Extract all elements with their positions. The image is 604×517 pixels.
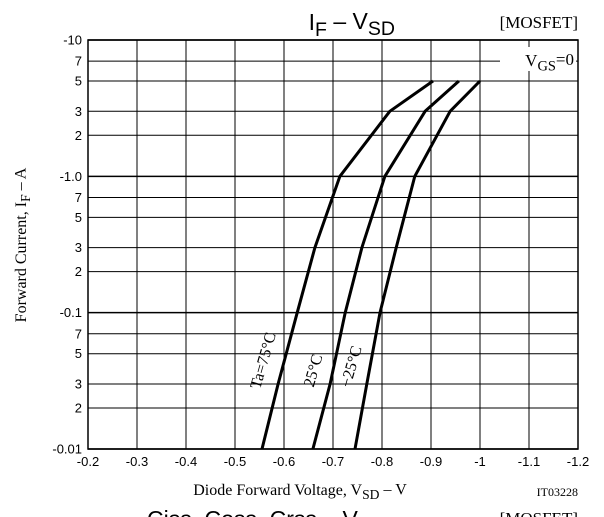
- series-label: Ta=75°C: [248, 331, 280, 391]
- text-part: Forward Current, I: [13, 202, 30, 322]
- next-section-title: Ciss, Coss, Crss – VDS: [147, 506, 385, 517]
- text-part: – V: [327, 8, 369, 34]
- x-tick-label: -0.5: [224, 454, 246, 469]
- grid: [87, 39, 579, 450]
- y-tick-label: 7: [75, 54, 82, 69]
- text-part: – A: [12, 167, 29, 194]
- curve: [353, 79, 482, 450]
- x-tick-label: -0.4: [175, 454, 197, 469]
- x-tick-label: -0.7: [322, 454, 344, 469]
- y-tick-label: 2: [75, 400, 82, 415]
- x-tick-label: -1.1: [518, 454, 540, 469]
- x-tick-label: -0.2: [77, 454, 99, 469]
- text-part: =0: [556, 50, 574, 69]
- x-tick-label: -0.9: [420, 454, 442, 469]
- y-tick-label: -10: [63, 33, 82, 48]
- y-tick-label: 5: [75, 210, 82, 225]
- x-tick-label: -1.2: [567, 454, 589, 469]
- curve: [260, 79, 434, 450]
- subscript: GS: [537, 58, 555, 74]
- plot-frame: [87, 39, 579, 450]
- y-tick-label: 7: [75, 190, 82, 205]
- y-tick-label: 3: [75, 376, 82, 391]
- subscript: SD: [368, 18, 395, 40]
- y-tick-label: -0.01: [52, 442, 82, 457]
- x-tick-label: -0.3: [126, 454, 148, 469]
- y-tick-label: -0.1: [60, 305, 82, 320]
- y-tick-label: 5: [75, 74, 82, 89]
- annotation-background: [500, 47, 576, 71]
- subscript: DS: [358, 516, 385, 517]
- y-tick-label: 7: [75, 326, 82, 341]
- x-axis-label: Diode Forward Voltage, VSD – V: [193, 481, 407, 502]
- subscript: F: [18, 194, 33, 202]
- subscript: SD: [362, 487, 380, 502]
- y-tick-label: -1.0: [60, 169, 82, 184]
- next-section-tag: [MOSFET]: [500, 509, 578, 517]
- x-tick-label: -0.6: [273, 454, 295, 469]
- curve: [311, 79, 460, 450]
- text-part: V: [525, 51, 538, 70]
- y-axis-label: Forward Current, IF – A: [12, 167, 33, 322]
- y-tick-label: 3: [75, 104, 82, 119]
- text-part: I: [309, 9, 315, 35]
- subscript: F: [315, 19, 327, 41]
- x-tick-label: -0.8: [371, 454, 393, 469]
- y-tick-label: 2: [75, 264, 82, 279]
- x-tick-label: -1: [474, 454, 486, 469]
- text-part: Ciss, Coss, Crss – V: [147, 506, 359, 517]
- figure-code: IT03228: [537, 485, 578, 499]
- chart-tag: [MOSFET]: [500, 13, 578, 32]
- y-tick-label: 3: [75, 240, 82, 255]
- series-label: −25°C: [338, 344, 366, 389]
- text-part: Diode Forward Voltage, V: [193, 482, 362, 499]
- chart-title: IF – VSD: [309, 8, 395, 41]
- curves: [260, 79, 482, 450]
- annotation: VGS=0: [525, 50, 574, 74]
- y-tick-label: 5: [75, 346, 82, 361]
- y-tick-label: 2: [75, 128, 82, 143]
- text-part: – V: [380, 481, 408, 498]
